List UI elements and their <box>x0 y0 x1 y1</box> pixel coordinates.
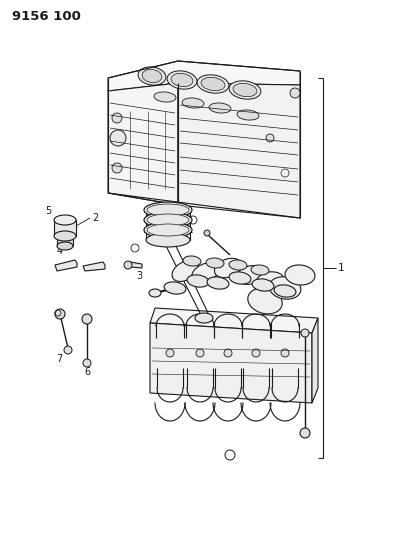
Circle shape <box>204 230 210 236</box>
Polygon shape <box>312 318 318 403</box>
Ellipse shape <box>201 77 225 91</box>
Ellipse shape <box>207 277 229 289</box>
Polygon shape <box>83 262 105 271</box>
Ellipse shape <box>147 204 189 216</box>
Text: 1: 1 <box>338 263 345 273</box>
Ellipse shape <box>154 92 176 102</box>
Ellipse shape <box>171 74 193 87</box>
Text: 4: 4 <box>57 246 63 256</box>
Ellipse shape <box>182 98 204 108</box>
Text: 3: 3 <box>136 271 142 281</box>
Circle shape <box>64 346 72 354</box>
Ellipse shape <box>209 103 231 113</box>
Ellipse shape <box>147 224 189 236</box>
Ellipse shape <box>269 277 301 299</box>
Ellipse shape <box>164 282 186 294</box>
Polygon shape <box>150 323 312 403</box>
Polygon shape <box>108 61 300 91</box>
Ellipse shape <box>172 261 198 281</box>
Circle shape <box>300 428 310 438</box>
Circle shape <box>112 113 122 123</box>
Ellipse shape <box>149 289 161 297</box>
Polygon shape <box>130 262 142 268</box>
Polygon shape <box>150 308 318 333</box>
Ellipse shape <box>144 222 192 238</box>
Circle shape <box>55 309 65 319</box>
Ellipse shape <box>183 256 201 266</box>
Circle shape <box>110 130 126 146</box>
Text: 2: 2 <box>92 213 98 223</box>
Ellipse shape <box>229 272 251 284</box>
Ellipse shape <box>233 83 257 96</box>
Polygon shape <box>57 236 73 246</box>
Ellipse shape <box>285 265 315 285</box>
Circle shape <box>82 314 92 324</box>
Ellipse shape <box>187 275 209 287</box>
Circle shape <box>224 349 232 357</box>
Ellipse shape <box>144 202 192 218</box>
Text: 5: 5 <box>45 206 51 216</box>
Circle shape <box>166 349 174 357</box>
Ellipse shape <box>251 265 269 275</box>
Circle shape <box>266 134 274 142</box>
Ellipse shape <box>138 67 166 85</box>
Ellipse shape <box>54 215 76 225</box>
Ellipse shape <box>142 69 162 83</box>
Ellipse shape <box>236 265 264 285</box>
Ellipse shape <box>195 313 213 323</box>
Text: 7: 7 <box>56 354 62 364</box>
Text: 6: 6 <box>84 367 90 377</box>
Circle shape <box>83 359 91 367</box>
Ellipse shape <box>229 81 261 99</box>
Polygon shape <box>178 83 300 218</box>
Ellipse shape <box>147 214 189 226</box>
Ellipse shape <box>237 110 259 120</box>
Ellipse shape <box>192 263 218 283</box>
Circle shape <box>252 349 260 357</box>
Ellipse shape <box>57 242 73 250</box>
Ellipse shape <box>274 285 296 297</box>
Ellipse shape <box>146 233 190 247</box>
Ellipse shape <box>229 260 247 270</box>
Circle shape <box>196 349 204 357</box>
Ellipse shape <box>197 75 229 93</box>
Ellipse shape <box>144 212 192 228</box>
Ellipse shape <box>256 272 284 290</box>
Polygon shape <box>54 220 76 236</box>
Circle shape <box>281 349 289 357</box>
Polygon shape <box>55 260 77 271</box>
Ellipse shape <box>206 258 224 268</box>
Polygon shape <box>108 83 178 205</box>
Circle shape <box>301 329 309 337</box>
Ellipse shape <box>248 288 282 314</box>
Ellipse shape <box>215 259 242 278</box>
Ellipse shape <box>54 231 76 241</box>
Circle shape <box>124 261 132 269</box>
Ellipse shape <box>167 71 197 89</box>
Circle shape <box>290 88 300 98</box>
Text: 9156 100: 9156 100 <box>12 10 81 23</box>
Ellipse shape <box>252 279 274 291</box>
Circle shape <box>112 163 122 173</box>
Polygon shape <box>146 210 190 240</box>
